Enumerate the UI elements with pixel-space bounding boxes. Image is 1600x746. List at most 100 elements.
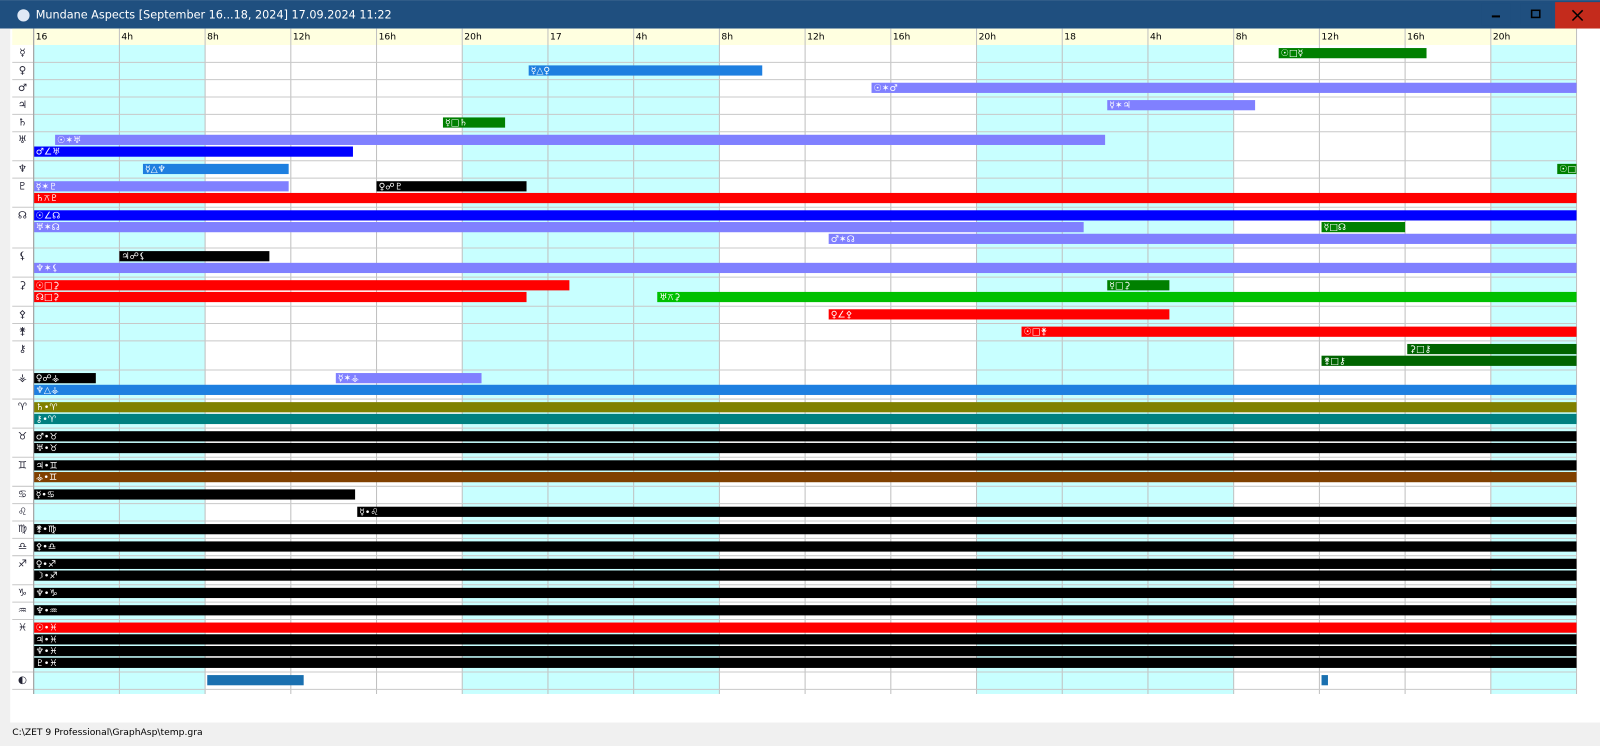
tick-label: 16h <box>379 31 397 42</box>
aspect-bar <box>376 181 527 192</box>
row-symbol: ♃ <box>18 100 27 111</box>
aspect-label: ♃☍⚸ <box>121 251 145 262</box>
aspect-bar <box>119 251 270 262</box>
aspect-bar <box>1321 355 1577 366</box>
aspect-label: ♅✶☊ <box>36 222 60 233</box>
row-symbol: ⚶ <box>18 373 27 384</box>
aspect-label: ☉□♆ <box>1559 164 1584 175</box>
aspect-label: ☿•♋ <box>36 489 55 500</box>
row-symbol: ♆ <box>18 164 27 175</box>
aspect-label: ☿□☊ <box>1324 222 1346 233</box>
aspect-bar <box>1407 343 1577 355</box>
aspect-bar <box>33 587 1577 599</box>
aspect-label: ☿□♄ <box>445 118 468 129</box>
row-symbol: ♑ <box>18 588 27 599</box>
title-bar <box>0 0 1600 29</box>
aspect-bar <box>33 146 353 157</box>
aspect-bar <box>33 181 289 192</box>
aspect-bar <box>657 291 1577 303</box>
aspect-bar <box>33 634 1577 645</box>
aspect-bar <box>33 570 1577 581</box>
aspect-label: ♀☍♇ <box>379 181 403 192</box>
aspect-bar <box>142 163 289 175</box>
aspect-label: ♀∠⚴ <box>831 309 853 320</box>
aspect-bar <box>33 384 1577 395</box>
aspect-label: ☿△♀ <box>531 66 550 77</box>
aspect-bar <box>33 541 1577 552</box>
row-symbol: ♂ <box>18 83 27 94</box>
row-symbol: ♌ <box>18 507 27 518</box>
aspect-label: ♆•♒ <box>36 605 58 616</box>
aspect-bar <box>1021 326 1577 337</box>
aspect-bar <box>33 442 1577 454</box>
aspect-label: ☽•♐ <box>36 571 58 582</box>
aspect-label: ♄⚻♇ <box>36 193 59 204</box>
aspect-bar <box>33 605 1577 616</box>
row-symbol: ♊ <box>18 460 27 471</box>
aspect-bar <box>55 134 1106 145</box>
row-symbol: ♅ <box>18 135 27 146</box>
aspect-label: ☊□⚳ <box>36 292 60 303</box>
aspect-label: ♆•♓ <box>36 646 58 657</box>
aspect-bar <box>33 413 1577 425</box>
aspect-label: ♀•♐ <box>36 559 56 570</box>
aspect-bar <box>33 646 1577 657</box>
aspect-label: ☉✶♅ <box>57 135 81 146</box>
maximize-button[interactable] <box>1520 3 1552 26</box>
aspect-bar <box>207 675 304 686</box>
aspect-label: ♅⚻⚳ <box>659 292 680 303</box>
aspect-label: ♂∠♅ <box>36 147 61 158</box>
aspect-label: ♀☍⚶ <box>36 373 60 384</box>
aspect-label: ♆•♑ <box>36 588 58 599</box>
header <box>12 28 1577 45</box>
tick-label: 16h <box>1407 31 1425 42</box>
timeline: 16 4h 8h 12h 16h 20h 17 4h 8h 12h 16h 20h 18 4h 8h 12h 1… <box>12 28 1584 694</box>
aspect-bar <box>33 210 1577 221</box>
aspect-bar <box>33 262 1577 274</box>
tick-label: 8h <box>207 31 219 42</box>
minimize-button[interactable] <box>1481 3 1511 26</box>
row-symbol: ♈ <box>18 402 27 413</box>
aspect-bar <box>528 65 763 76</box>
aspect-bar <box>33 192 1577 204</box>
status-path: C:\ZET 9 Professional\GraphAsp\temp.gra <box>12 727 202 738</box>
row-symbol: ♎ <box>18 542 27 553</box>
aspect-label: ♄•♈ <box>36 402 59 413</box>
aspect-label: ☿•♌ <box>359 507 378 518</box>
tick-label: 8h <box>721 31 733 42</box>
aspect-label: ⚳□⚷ <box>1409 344 1431 355</box>
aspect-label: ☿✶♃ <box>1109 100 1131 111</box>
row-symbol: ⚴ <box>19 309 26 320</box>
aspect-bar <box>33 402 1577 413</box>
aspect-label: ☿△♆ <box>145 164 166 175</box>
aspect-label: ⚴•♎ <box>36 542 56 553</box>
aspect-bar <box>33 460 1577 471</box>
row-symbol: ♓ <box>18 623 27 634</box>
aspect-bar <box>1107 100 1256 111</box>
aspect-bar <box>1107 280 1170 291</box>
client-area <box>0 28 1600 723</box>
row-symbol: ♉ <box>18 431 27 442</box>
row-symbol: ♒ <box>18 605 27 616</box>
tick-label: 12h <box>293 31 311 42</box>
row-symbol: ♇ <box>18 181 27 192</box>
row-symbol: ♄ <box>18 118 27 129</box>
row-symbol: ☿ <box>19 48 25 59</box>
tick-label: 4h <box>636 31 648 42</box>
aspect-bar <box>33 622 1577 633</box>
aspect-label: ♃•♓ <box>36 634 58 645</box>
tick-label: 4h <box>1150 31 1162 42</box>
tick-label: 16h <box>893 31 911 42</box>
row-symbol: ⚷ <box>19 344 26 355</box>
row-symbol: ⚳ <box>19 280 26 291</box>
aspect-bar <box>1278 48 1427 59</box>
aspect-label: ⚵•♍ <box>36 524 56 535</box>
aspect-label: ☉•♓ <box>36 623 58 634</box>
aspect-label: ☿✶⚶ <box>338 373 359 384</box>
row-symbol: ☊ <box>18 210 27 221</box>
row-symbol: ⚸ <box>19 251 26 262</box>
aspect-bar <box>33 558 1577 569</box>
aspect-label: ☿✶♇ <box>36 181 58 192</box>
